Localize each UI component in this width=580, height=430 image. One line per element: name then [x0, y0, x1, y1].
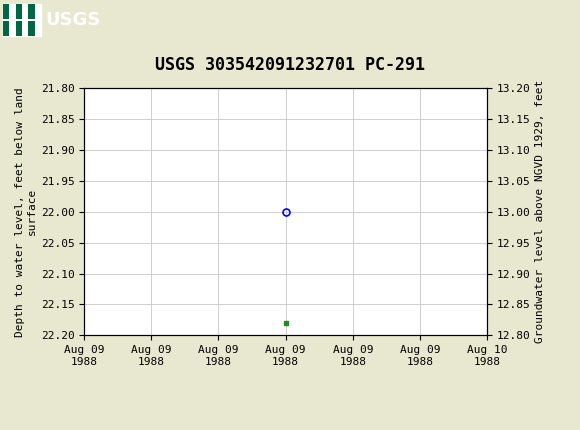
Bar — [3, 21, 9, 36]
Bar — [3, 4, 41, 36]
Y-axis label: Groundwater level above NGVD 1929, feet: Groundwater level above NGVD 1929, feet — [535, 80, 545, 344]
Bar — [16, 21, 22, 36]
Y-axis label: Depth to water level, feet below land
surface: Depth to water level, feet below land su… — [15, 87, 37, 337]
Bar — [28, 21, 35, 36]
Text: USGS 303542091232701 PC-291: USGS 303542091232701 PC-291 — [155, 55, 425, 74]
Bar — [28, 4, 35, 19]
Text: USGS: USGS — [45, 11, 100, 29]
Bar — [16, 4, 22, 19]
Bar — [3, 4, 9, 19]
